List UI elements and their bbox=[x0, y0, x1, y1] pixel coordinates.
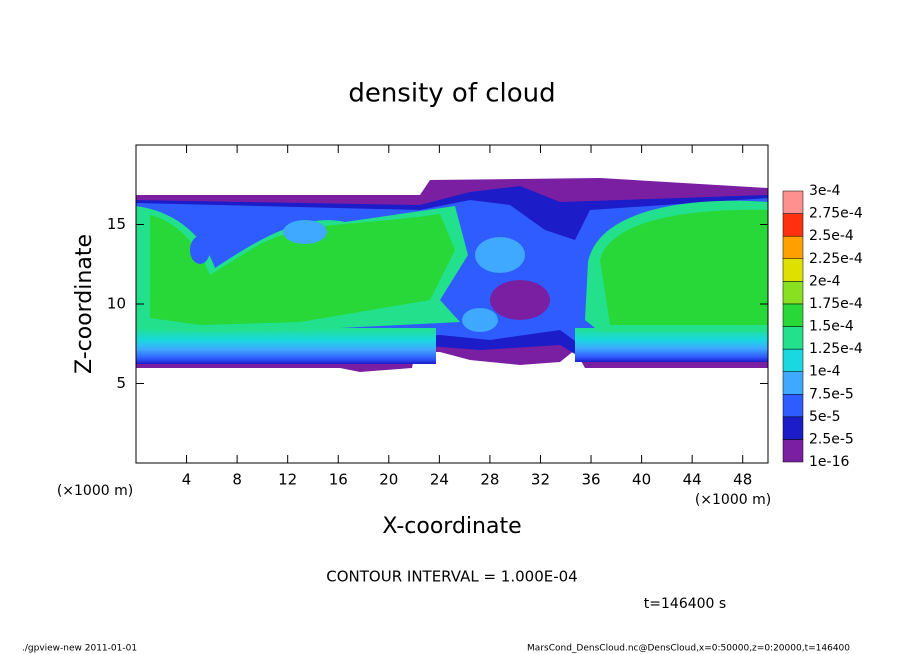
x-tick-label: 44 bbox=[683, 471, 702, 489]
colorbar-box bbox=[782, 371, 804, 395]
time-note: t=146400 s bbox=[644, 596, 726, 612]
colorbar-label: 5e-5 bbox=[809, 409, 840, 425]
colorbar-box bbox=[782, 303, 804, 327]
x-tick-label: 20 bbox=[379, 471, 398, 489]
x-tick-label: 12 bbox=[278, 471, 297, 489]
x-tick-label: 24 bbox=[430, 471, 449, 489]
colorbar-box bbox=[782, 394, 804, 418]
colorbar-box bbox=[782, 281, 804, 305]
colorbar-label: 2.25e-4 bbox=[809, 251, 863, 267]
colorbar-box bbox=[782, 190, 804, 214]
colorbar-label: 2.5e-5 bbox=[809, 431, 854, 447]
colorbar-label: 1.5e-4 bbox=[809, 319, 854, 335]
x-tick-label: 48 bbox=[733, 471, 752, 489]
y-tick-label: 5 bbox=[116, 374, 126, 392]
cloud-field bbox=[136, 178, 768, 372]
y-tick-label: 10 bbox=[107, 295, 126, 313]
x-axis-label: X-coordinate bbox=[382, 514, 521, 539]
colorbar-box bbox=[782, 416, 804, 440]
chart-title: density of cloud bbox=[348, 79, 555, 109]
colorbar-label: 2.75e-4 bbox=[809, 206, 863, 222]
x-tick-label: 40 bbox=[632, 471, 651, 489]
x-tick-label: 4 bbox=[182, 471, 192, 489]
y-tick-label: 15 bbox=[107, 215, 126, 233]
colorbar-label: 2.5e-4 bbox=[809, 228, 854, 244]
footer-right: MarsCond_DensCloud.nc@DensCloud,x=0:5000… bbox=[527, 644, 850, 654]
x-unit-label: (×1000 m) bbox=[695, 492, 771, 508]
colorbar-label: 1.75e-4 bbox=[809, 296, 863, 312]
x-tick-label: 28 bbox=[480, 471, 499, 489]
colorbar-label: 2e-4 bbox=[809, 273, 841, 289]
colorbar-box bbox=[782, 348, 804, 372]
colorbar-box bbox=[782, 213, 804, 237]
x-tick-label: 8 bbox=[232, 471, 242, 489]
colorbar-label: 1e-4 bbox=[809, 364, 841, 380]
colorbar-box bbox=[782, 235, 804, 260]
contour-note: CONTOUR INTERVAL = 1.000E-04 bbox=[326, 568, 577, 586]
x-tick-label: 16 bbox=[329, 471, 348, 489]
y-unit-label: (×1000 m) bbox=[57, 483, 133, 499]
colorbar-box bbox=[782, 258, 804, 282]
x-tick-label: 32 bbox=[531, 471, 550, 489]
colorbar-box bbox=[782, 326, 804, 350]
colorbar-label: 1e-16 bbox=[809, 454, 849, 470]
colorbar-box bbox=[782, 439, 804, 463]
footer-left: ./gpview-new 2011-01-01 bbox=[22, 644, 137, 654]
colorbar-label: 3e-4 bbox=[809, 183, 841, 199]
colorbar-label: 7.5e-5 bbox=[809, 386, 854, 402]
y-axis-label: Z-coordinate bbox=[72, 234, 97, 374]
x-tick-label: 36 bbox=[581, 471, 600, 489]
colorbar-label: 1.25e-4 bbox=[809, 341, 863, 357]
